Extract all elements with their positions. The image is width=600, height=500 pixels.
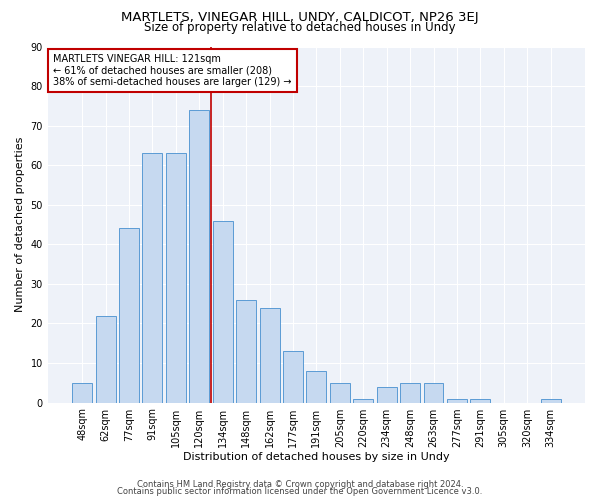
Bar (72, 383, 92, 402)
Bar (307, 371, 326, 402)
Text: MARTLETS VINEGAR HILL: 121sqm
← 61% of detached houses are smaller (208)
38% of : MARTLETS VINEGAR HILL: 121sqm ← 61% of d… (53, 54, 292, 87)
Bar (119, 228, 139, 402)
Bar (470, 398, 490, 402)
Bar (260, 308, 280, 402)
Text: Size of property relative to detached houses in Undy: Size of property relative to detached ho… (144, 21, 456, 34)
Bar (236, 300, 256, 403)
Bar (447, 398, 467, 402)
Bar (424, 383, 443, 402)
Bar (400, 383, 420, 402)
Bar (142, 154, 163, 402)
Text: MARTLETS, VINEGAR HILL, UNDY, CALDICOT, NP26 3EJ: MARTLETS, VINEGAR HILL, UNDY, CALDICOT, … (121, 11, 479, 24)
Bar (213, 220, 233, 402)
Bar (190, 110, 209, 403)
Y-axis label: Number of detached properties: Number of detached properties (15, 137, 25, 312)
X-axis label: Distribution of detached houses by size in Undy: Distribution of detached houses by size … (183, 452, 450, 462)
Bar (166, 154, 186, 402)
Bar (541, 398, 560, 402)
Text: Contains HM Land Registry data © Crown copyright and database right 2024.: Contains HM Land Registry data © Crown c… (137, 480, 463, 489)
Bar (353, 398, 373, 402)
Bar (95, 316, 116, 402)
Bar (283, 351, 303, 403)
Text: Contains public sector information licensed under the Open Government Licence v3: Contains public sector information licen… (118, 487, 482, 496)
Bar (330, 383, 350, 402)
Bar (377, 387, 397, 402)
